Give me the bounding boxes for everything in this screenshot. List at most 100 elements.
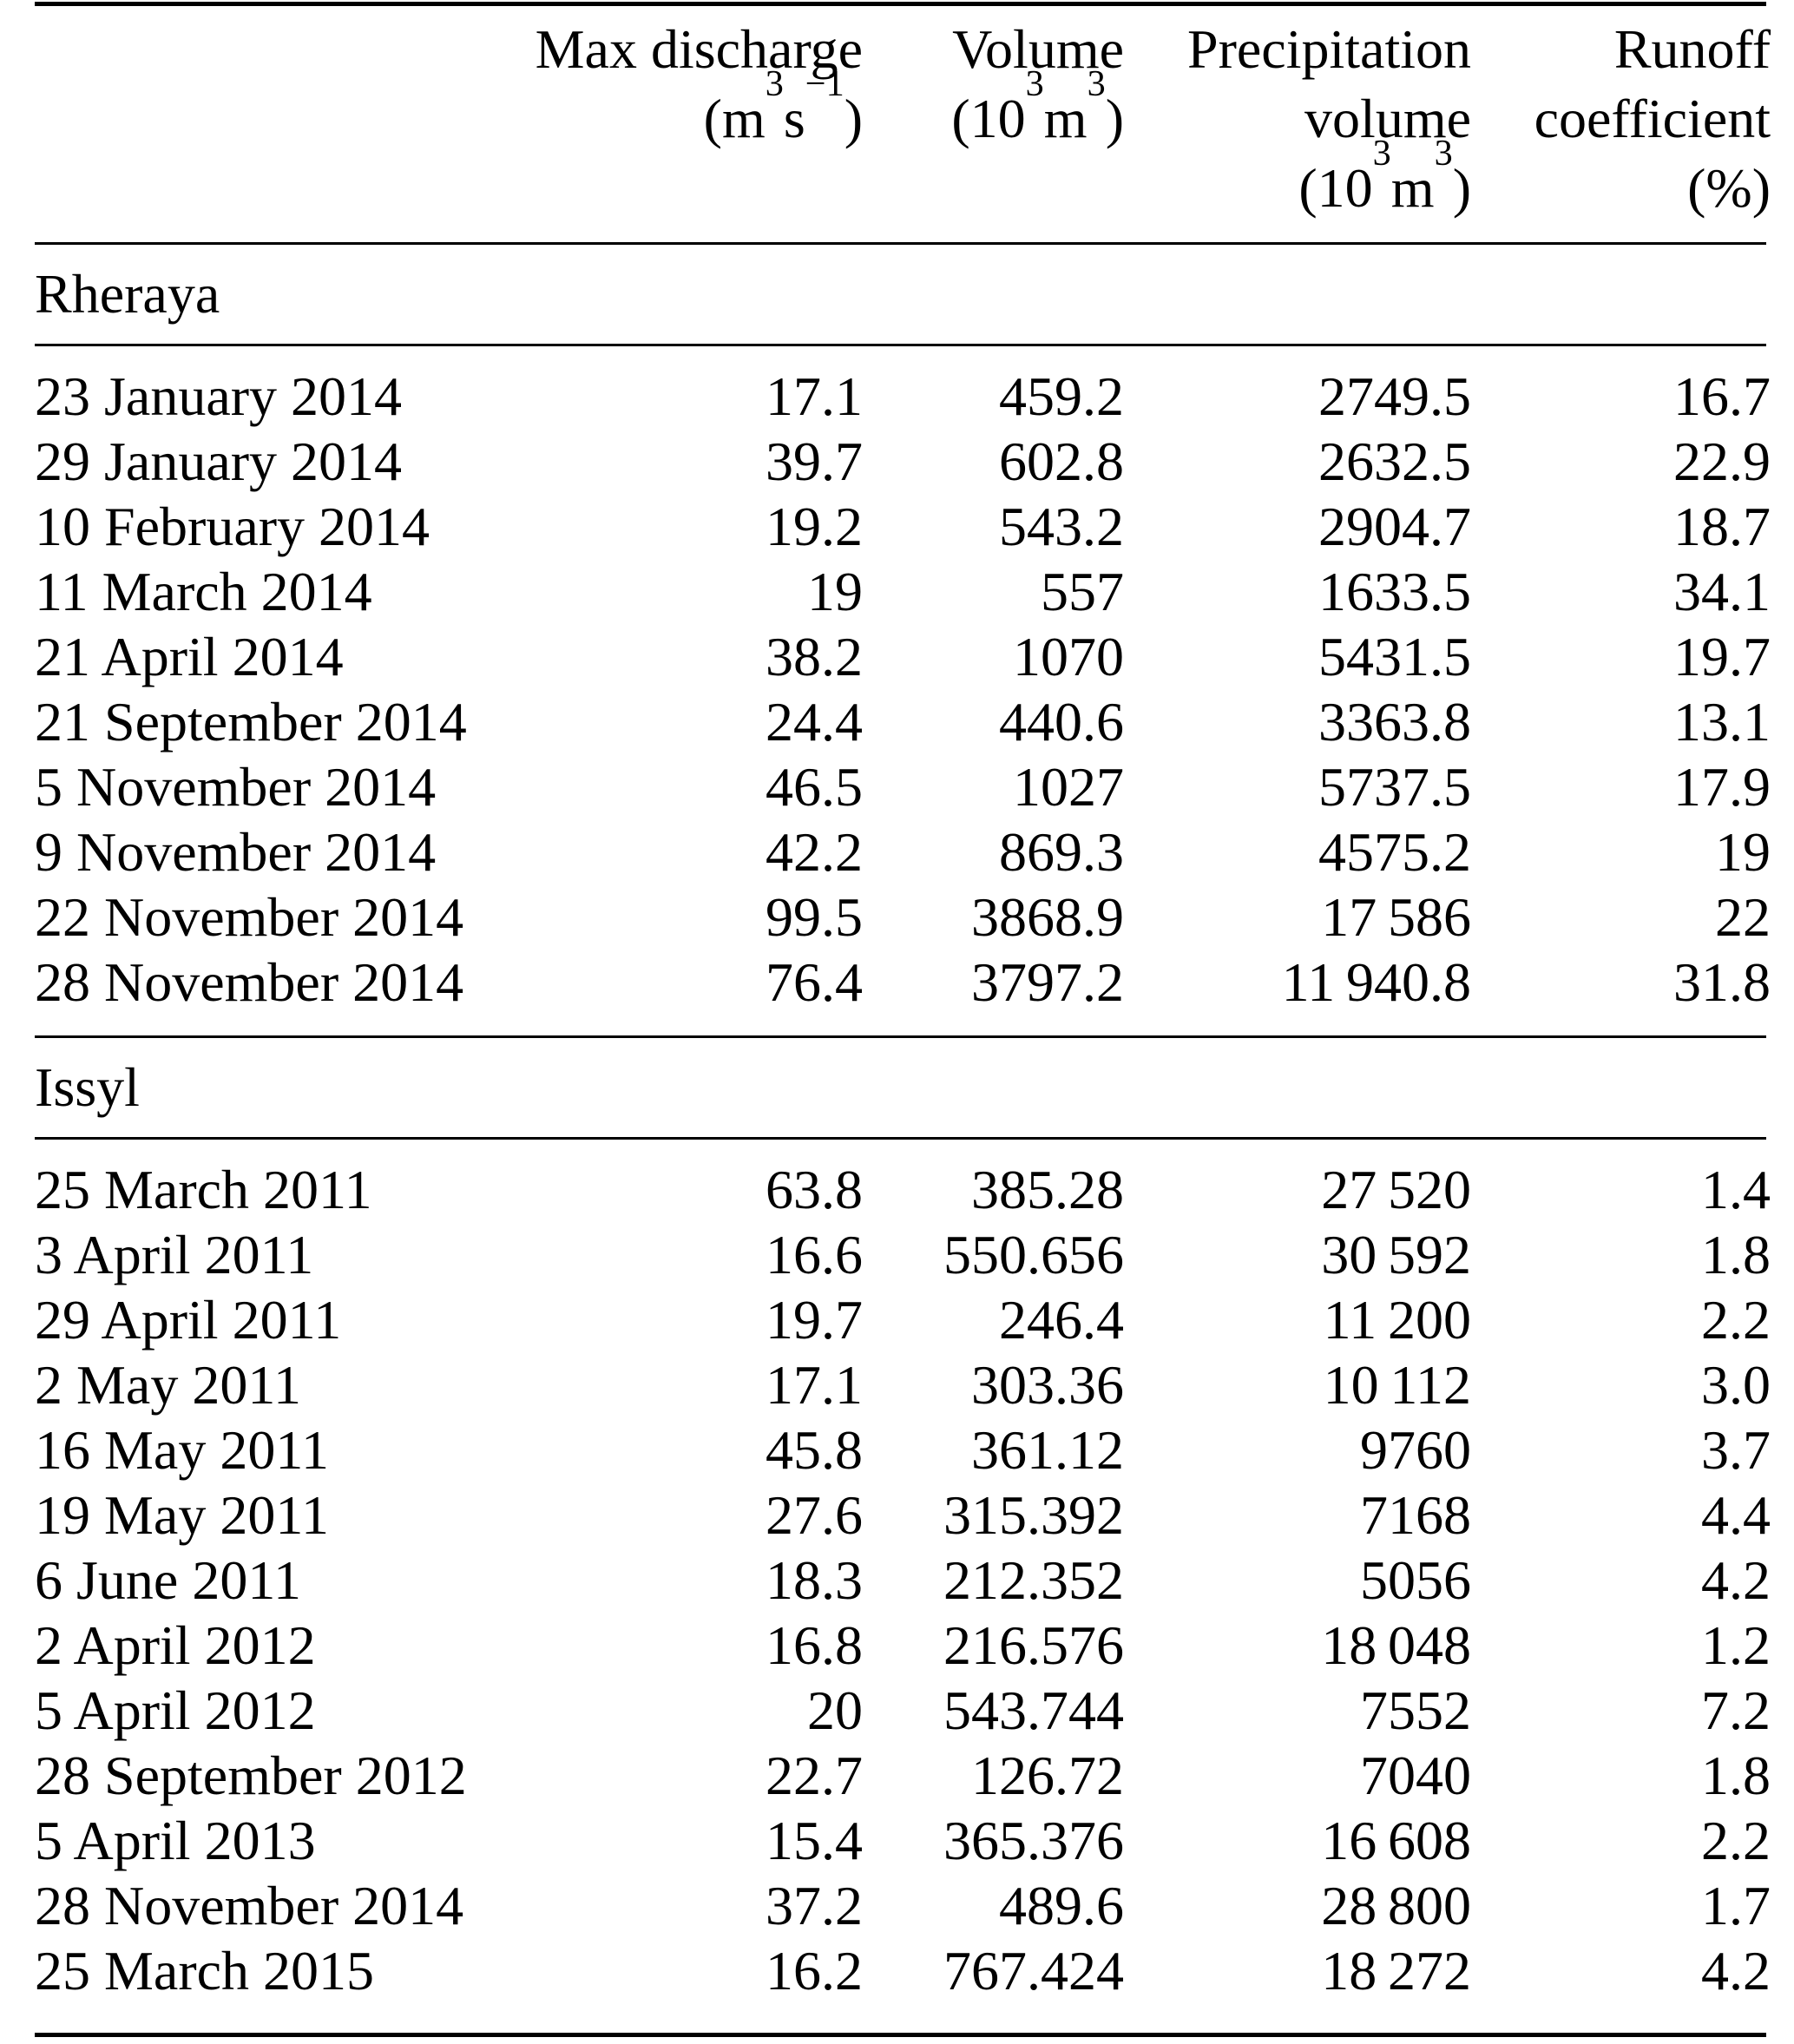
header-runoff-coefficient: Runoff coefficient (%): [1471, 15, 1771, 223]
precipitation-volume-cell: 5737.5: [1318, 756, 1471, 818]
max-discharge-cell: 45.8: [766, 1419, 863, 1481]
volume-cell: 3868.9: [971, 886, 1124, 948]
table-row: 3 April 2011 16.6 550.656 30 592 1.8: [35, 1222, 1771, 1287]
max-discharge-cell: 22.7: [766, 1745, 863, 1806]
volume-cell: 459.2: [999, 365, 1124, 427]
header-max-discharge-unit: (m 3 s −1): [703, 63, 863, 149]
event-date-cell: 9 November 2014: [35, 821, 437, 883]
runoff-coefficient-cell: 1.8: [1701, 1224, 1771, 1285]
section-name: Rheraya: [35, 263, 220, 325]
max-discharge-cell: 15.4: [766, 1810, 863, 1871]
table-row: 29 April 2011 19.7 246.4 11 200 2.2: [35, 1287, 1771, 1352]
runoff-coefficient-cell: 2.2: [1701, 1810, 1771, 1871]
max-discharge-cell: 20: [807, 1679, 863, 1741]
table-row: 19 May 2011 27.6 315.392 7168 4.4: [35, 1482, 1771, 1548]
precipitation-volume-cell: 27 520: [1321, 1159, 1471, 1220]
runoff-coefficient-cell: 1.2: [1701, 1614, 1771, 1676]
precipitation-volume-cell: 11 200: [1323, 1289, 1471, 1351]
runoff-coefficient-cell: 3.7: [1701, 1419, 1771, 1481]
precipitation-volume-cell: 9760: [1360, 1419, 1471, 1481]
event-date-cell: 19 May 2011: [35, 1484, 329, 1546]
runoff-coefficient-cell: 2.2: [1701, 1289, 1771, 1351]
precipitation-volume-cell: 2749.5: [1318, 365, 1471, 427]
table-row: 2 May 2011 17.1 303.36 10 112 3.0: [35, 1352, 1771, 1417]
table-row: 28 September 2012 22.7 126.72 7040 1.8: [35, 1743, 1771, 1808]
volume-cell: 216.576: [943, 1614, 1124, 1676]
bottom-rule: [35, 2033, 1766, 2037]
max-discharge-cell: 76.4: [766, 951, 863, 1013]
runoff-coefficient-cell: 1.8: [1701, 1745, 1771, 1806]
max-discharge-cell: 18.3: [766, 1549, 863, 1611]
table-row: 11 March 2014 19 557 1633.5 34.1: [35, 559, 1771, 624]
precipitation-volume-cell: 10 112: [1323, 1354, 1471, 1416]
event-date-cell: 6 June 2011: [35, 1549, 301, 1611]
precipitation-volume-cell: 5056: [1360, 1549, 1471, 1611]
volume-cell: 212.352: [943, 1549, 1124, 1611]
table-row: 28 November 2014 37.2 489.6 28 800 1.7: [35, 1873, 1771, 1938]
volume-cell: 550.656: [943, 1224, 1124, 1285]
table-row: 9 November 2014 42.2 869.3 4575.2 19: [35, 819, 1771, 884]
table-row: 5 November 2014 46.5 1027 5737.5 17.9: [35, 754, 1771, 819]
header-precipitation-volume-title-2: volume: [1304, 88, 1471, 149]
volume-cell: 869.3: [999, 821, 1124, 883]
table-row: 16 May 2011 45.8 361.12 9760 3.7: [35, 1417, 1771, 1482]
section-label-issyl: Issyl: [35, 1038, 1766, 1137]
event-date-cell: 25 March 2015: [35, 1940, 375, 2001]
volume-cell: 557: [1041, 561, 1124, 622]
volume-cell: 489.6: [999, 1875, 1124, 1936]
header-runoff-coefficient-title-2: coefficient: [1534, 88, 1771, 149]
event-date-cell: 21 April 2014: [35, 626, 344, 687]
max-discharge-cell: 63.8: [766, 1159, 863, 1220]
precipitation-volume-cell: 2904.7: [1318, 496, 1471, 557]
max-discharge-cell: 19: [807, 561, 863, 622]
event-date-cell: 28 November 2014: [35, 951, 464, 1013]
max-discharge-cell: 99.5: [766, 886, 863, 948]
volume-cell: 361.12: [971, 1419, 1124, 1481]
header-runoff-coefficient-unit: (%): [1687, 157, 1771, 219]
precipitation-volume-cell: 4575.2: [1318, 821, 1471, 883]
header-row: Max discharge (m 3 s −1) Volume (10 3 m 3) P…: [35, 6, 1771, 242]
precipitation-volume-cell: 11 940.8: [1281, 951, 1471, 1013]
event-date-cell: 5 April 2013: [35, 1810, 316, 1871]
header-max-discharge: Max discharge (m 3 s −1): [524, 15, 863, 154]
table-row: 22 November 2014 99.5 3868.9 17 586 22: [35, 884, 1771, 950]
header-volume-title: Volume: [952, 18, 1124, 80]
event-date-cell: 28 September 2012: [35, 1745, 467, 1806]
max-discharge-cell: 17.1: [766, 1354, 863, 1416]
header-precipitation-volume-title: Precipitation: [1186, 18, 1471, 80]
max-discharge-cell: 24.4: [766, 691, 863, 753]
volume-cell: 303.36: [971, 1354, 1124, 1416]
event-date-cell: 25 March 2011: [35, 1159, 372, 1220]
section-rows-rheraya: 23 January 2014 17.1 459.2 2749.5 16.7 29 Jan…: [35, 346, 1771, 1035]
volume-cell: 440.6: [999, 691, 1124, 753]
precipitation-volume-cell: 2632.5: [1318, 430, 1471, 492]
volume-cell: 543.744: [943, 1679, 1124, 1741]
volume-cell: 602.8: [999, 430, 1124, 492]
precipitation-volume-cell: 7168: [1360, 1484, 1471, 1546]
runoff-coefficient-cell: 1.7: [1701, 1875, 1771, 1936]
top-rule: [35, 2, 1766, 6]
table-row: 2 April 2012 16.8 216.576 18 048 1.2: [35, 1613, 1771, 1678]
runoff-coefficient-cell: 22.9: [1673, 430, 1771, 492]
volume-cell: 1070: [1013, 626, 1124, 687]
precipitation-volume-cell: 28 800: [1321, 1875, 1471, 1936]
max-discharge-cell: 39.7: [766, 430, 863, 492]
header-volume: Volume (10 3 m 3): [863, 15, 1124, 154]
volume-cell: 3797.2: [971, 951, 1124, 1013]
max-discharge-cell: 16.2: [766, 1940, 863, 2001]
max-discharge-cell: 37.2: [766, 1875, 863, 1936]
header-volume-unit: (10 3 m 3): [951, 63, 1124, 149]
precipitation-volume-cell: 30 592: [1321, 1224, 1471, 1285]
section-name: Issyl: [35, 1056, 140, 1118]
table-row: 5 April 2013 15.4 365.376 16 608 2.2: [35, 1808, 1771, 1873]
header-runoff-coefficient-title: Runoff: [1613, 18, 1771, 80]
table-row: 25 March 2015 16.2 767.424 18 272 4.2: [35, 1938, 1771, 2003]
precipitation-volume-cell: 17 586: [1321, 886, 1471, 948]
precipitation-volume-cell: 18 272: [1321, 1940, 1471, 2001]
issyl-top-rule: [35, 1137, 1766, 1140]
table-row: 5 April 2012 20 543.744 7552 7.2: [35, 1678, 1771, 1743]
event-date-cell: 5 November 2014: [35, 756, 437, 818]
event-date-cell: 2 May 2011: [35, 1354, 301, 1416]
runoff-coefficient-cell: 4.4: [1701, 1484, 1771, 1546]
